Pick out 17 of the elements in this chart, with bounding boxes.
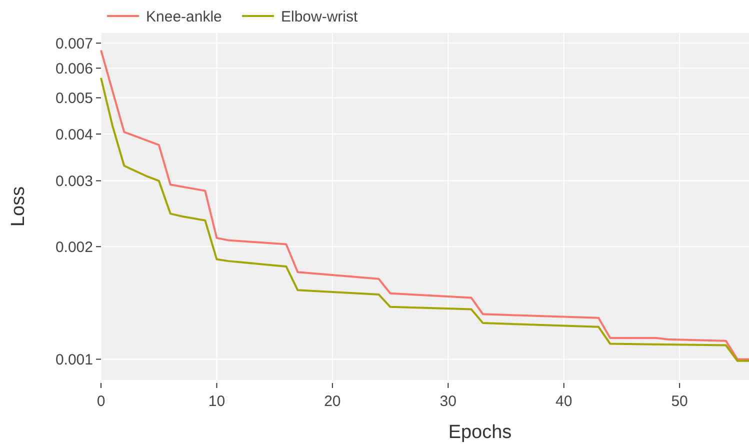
x-tick-label: 20: [324, 393, 341, 410]
x-axis-title: Epochs: [448, 422, 512, 443]
x-tick-label: 10: [208, 393, 226, 410]
y-tick-label: 0.003: [55, 173, 93, 190]
x-tick-label: 0: [96, 393, 106, 410]
x-tick-label: 30: [440, 393, 456, 410]
legend-label: Elbow-wrist: [281, 8, 359, 26]
legend-label: Knee-ankle: [146, 8, 222, 26]
y-tick-label: 0.002: [55, 238, 93, 256]
x-tick-label: 40: [556, 393, 572, 410]
y-axis-title: Loss: [8, 186, 29, 227]
y-tick-label: 0.007: [55, 35, 93, 52]
y-tick-label: 0.004: [55, 126, 93, 144]
y-tick-label: 0.001: [55, 351, 93, 368]
y-tick-label: 0.005: [55, 90, 93, 108]
x-tick-label: 50: [671, 393, 688, 410]
y-tick-label: 0.006: [55, 60, 93, 78]
